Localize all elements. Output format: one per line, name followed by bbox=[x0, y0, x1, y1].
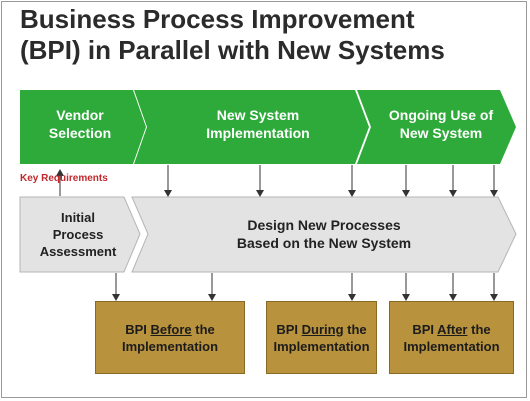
phase-label-vendor-line2: Selection bbox=[49, 125, 111, 141]
bpi-before-line2: Implementation bbox=[121, 338, 219, 354]
bpi-after-line2: Implementation bbox=[403, 338, 500, 354]
title-line-1: Business Process Improvement bbox=[20, 4, 415, 34]
process-label-initial-line2: Process bbox=[53, 227, 104, 242]
phase-label-implementation-line2: Implementation bbox=[206, 125, 309, 141]
process-label-design-line2: Based on the New System bbox=[237, 235, 411, 251]
bpi-after-prefix: BPI bbox=[412, 321, 438, 337]
phase-label-ongoing-line2: New System bbox=[400, 125, 482, 141]
bpi-before-box: BPI Before the Implementation bbox=[95, 301, 245, 374]
bpi-before-prefix: BPI bbox=[125, 321, 151, 337]
process-label-design-line1: Design New Processes bbox=[247, 217, 401, 233]
process-label-initial-line3: Assessment bbox=[40, 244, 117, 259]
title-line-2: (BPI) in Parallel with New Systems bbox=[20, 35, 445, 65]
process-chevron-design-new-processes bbox=[131, 196, 517, 273]
bpi-before-suffix: the bbox=[191, 321, 215, 337]
phase-chevron-vendor-selection bbox=[20, 90, 146, 164]
phase-label-vendor-line1: Vendor bbox=[56, 107, 104, 123]
phase-chevron-ongoing-use bbox=[357, 90, 516, 164]
phase-label-ongoing-line1: Ongoing Use of bbox=[389, 107, 494, 123]
bpi-during-box: BPI During the Implementation bbox=[266, 301, 377, 374]
phase-chevron-new-system-implementation bbox=[134, 90, 369, 164]
bpi-during-suffix: the bbox=[343, 321, 367, 337]
bpi-during-line2: Implementation bbox=[273, 338, 370, 354]
key-requirements-label: Key Requirements bbox=[20, 173, 108, 184]
bpi-before-emphasis: Before bbox=[150, 321, 192, 337]
bpi-after-box: BPI After the Implementation bbox=[389, 301, 514, 374]
phase-label-implementation-line1: New System bbox=[217, 107, 299, 123]
process-label-initial-line1: Initial bbox=[61, 210, 95, 225]
bpi-during-emphasis: During bbox=[301, 321, 344, 337]
bpi-after-suffix: the bbox=[467, 321, 491, 337]
bpi-after-emphasis: After bbox=[437, 321, 468, 337]
process-chevron-initial-assessment bbox=[19, 196, 141, 273]
bpi-during-prefix: BPI bbox=[276, 321, 302, 337]
diagram-title: Business Process Improvement (BPI) in Pa… bbox=[20, 4, 520, 66]
